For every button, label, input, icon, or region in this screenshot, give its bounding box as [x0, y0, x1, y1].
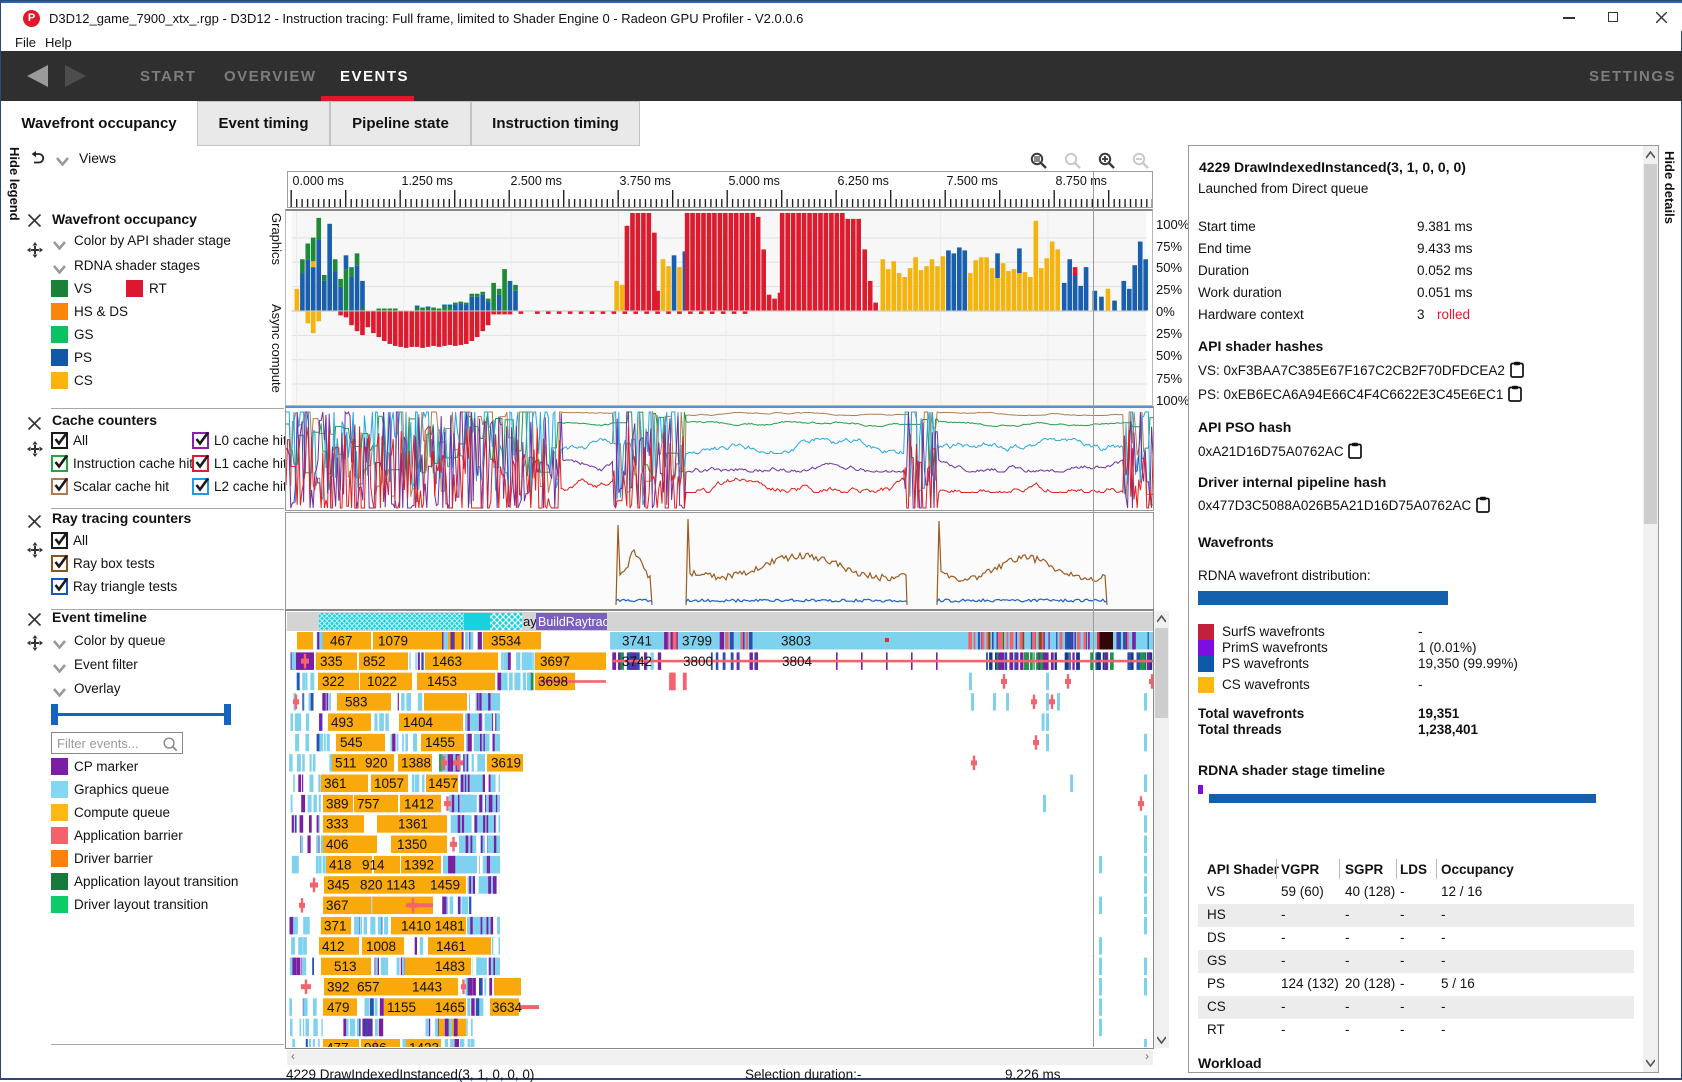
svg-text:1453: 1453	[427, 674, 457, 689]
svg-text:1459: 1459	[430, 878, 460, 893]
svg-text:1057: 1057	[374, 776, 404, 791]
svg-text:986: 986	[364, 1041, 387, 1048]
svg-text:852: 852	[363, 654, 386, 669]
svg-text:7.500 ms: 7.500 ms	[947, 174, 998, 188]
svg-text:392: 392	[327, 980, 350, 995]
svg-text:583: 583	[345, 695, 368, 710]
svg-text:1443: 1443	[412, 980, 442, 995]
svg-text:406: 406	[326, 837, 349, 852]
svg-text:493: 493	[331, 715, 354, 730]
svg-text:1455: 1455	[425, 735, 455, 750]
svg-text:361: 361	[324, 776, 347, 791]
svg-text:2.500 ms: 2.500 ms	[511, 174, 562, 188]
svg-text:ay: ay	[523, 614, 537, 629]
svg-text:1483: 1483	[435, 959, 465, 974]
svg-text:1404: 1404	[403, 715, 434, 730]
svg-text:511: 511	[335, 756, 357, 771]
svg-text:322: 322	[322, 674, 345, 689]
svg-text:8.750 ms: 8.750 ms	[1056, 174, 1107, 188]
svg-text:1463: 1463	[432, 654, 462, 669]
svg-text:3799: 3799	[682, 634, 712, 649]
svg-text:1461: 1461	[436, 939, 466, 954]
svg-text:3634: 3634	[492, 1000, 523, 1015]
svg-text:914: 914	[362, 857, 385, 872]
svg-text:1457: 1457	[428, 776, 458, 791]
svg-text:5.000 ms: 5.000 ms	[729, 174, 780, 188]
svg-text:657: 657	[357, 980, 380, 995]
svg-text:3.750 ms: 3.750 ms	[620, 174, 671, 188]
svg-text:545: 545	[340, 735, 363, 750]
svg-text:3698: 3698	[538, 674, 568, 689]
svg-text:1392: 1392	[404, 857, 434, 872]
svg-text:1388: 1388	[401, 756, 431, 771]
svg-text:467: 467	[330, 634, 353, 649]
svg-text:412: 412	[322, 939, 345, 954]
svg-text:389: 389	[326, 796, 349, 811]
svg-text:3534: 3534	[491, 634, 522, 649]
svg-text:3619: 3619	[491, 756, 521, 771]
svg-text:3742: 3742	[622, 654, 652, 669]
svg-text:371: 371	[324, 918, 347, 933]
svg-text:345: 345	[327, 878, 350, 893]
svg-text:1361: 1361	[398, 817, 428, 832]
svg-text:0.000 ms: 0.000 ms	[293, 174, 344, 188]
svg-text:6.250 ms: 6.250 ms	[838, 174, 889, 188]
svg-text:757: 757	[357, 796, 380, 811]
svg-text:1079: 1079	[378, 634, 408, 649]
svg-text:367: 367	[326, 898, 349, 913]
svg-text:335: 335	[320, 654, 343, 669]
svg-text:479: 479	[327, 1000, 350, 1015]
svg-text:920: 920	[365, 756, 388, 771]
svg-text:3800: 3800	[683, 654, 713, 669]
svg-text:3803: 3803	[781, 634, 811, 649]
svg-text:3741: 3741	[622, 634, 652, 649]
svg-text:3697: 3697	[540, 654, 570, 669]
svg-text:477: 477	[326, 1041, 349, 1048]
svg-text:1412: 1412	[404, 796, 434, 811]
svg-text:1423: 1423	[409, 1041, 439, 1048]
svg-text:513: 513	[334, 959, 357, 974]
svg-text:418: 418	[329, 857, 352, 872]
svg-text:1.250 ms: 1.250 ms	[402, 174, 453, 188]
svg-text:1008: 1008	[366, 939, 396, 954]
svg-text:1155: 1155	[387, 1000, 416, 1015]
svg-text:820 1143: 820 1143	[360, 878, 415, 893]
svg-text:1410 1481: 1410 1481	[401, 918, 465, 933]
svg-text:1465: 1465	[435, 1000, 465, 1015]
svg-text:1350: 1350	[397, 837, 427, 852]
svg-text:BuildRaytracingAcceler: BuildRaytracingAcceler	[538, 615, 667, 629]
svg-text:1022: 1022	[367, 674, 397, 689]
svg-text:333: 333	[326, 817, 349, 832]
svg-text:3804: 3804	[782, 654, 813, 669]
